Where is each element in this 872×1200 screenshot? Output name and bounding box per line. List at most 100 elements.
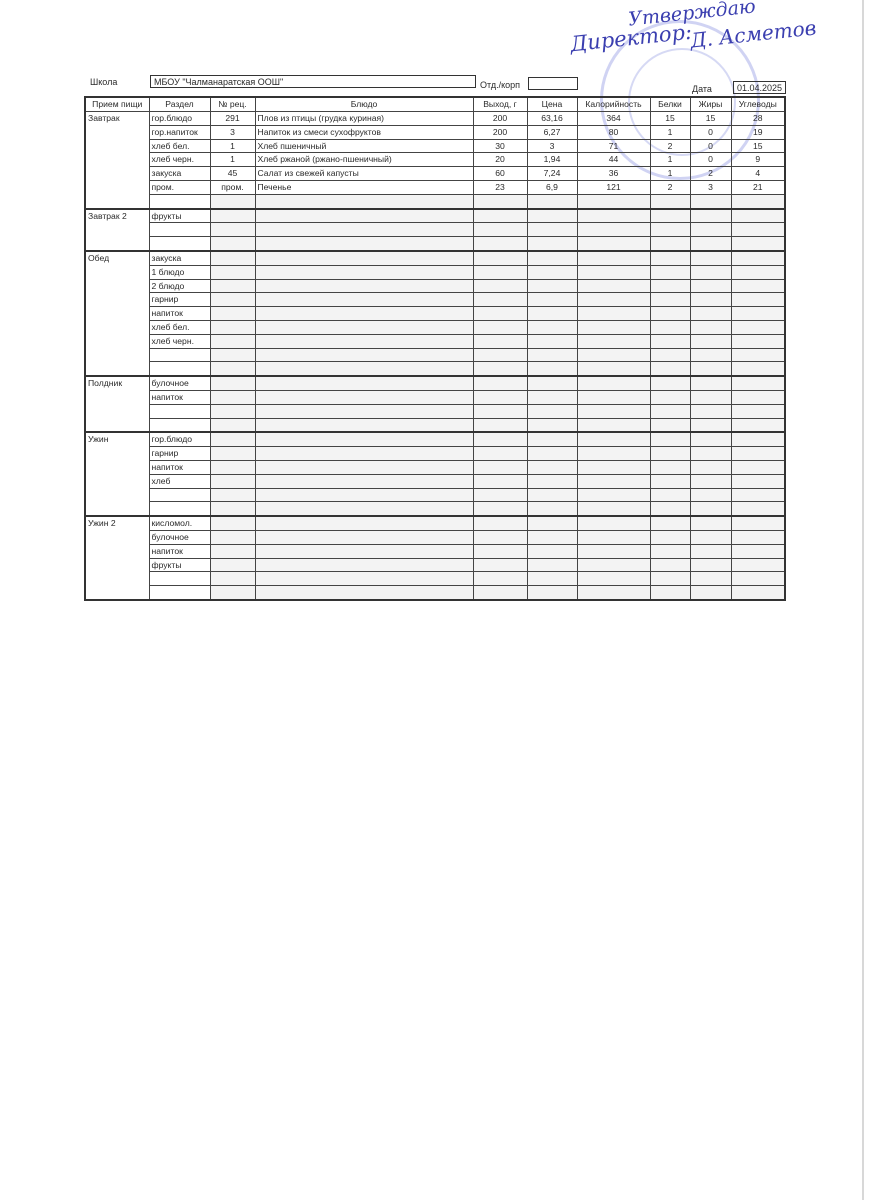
proteins-cell: 1 xyxy=(649,166,691,181)
price-cell xyxy=(526,515,578,531)
portion-cell xyxy=(472,571,528,587)
proteins-cell xyxy=(649,543,691,559)
table-row: хлеб черн. 1 Хлеб ржаной (ржано-пшеничный)… xyxy=(85,152,786,168)
carbs-cell xyxy=(730,306,786,321)
carbs-cell xyxy=(730,333,786,349)
table-row: гор.напиток 3 Напиток из смеси сухофруктов… xyxy=(85,124,786,140)
column-header: Блюдо xyxy=(254,96,474,112)
proteins-cell xyxy=(649,389,691,405)
recipe-no-cell: 3 xyxy=(209,124,256,140)
fats-cell xyxy=(689,571,732,587)
table-row: хлеб бел. 1 Хлеб пшеничный 30 3 71 2 0 15 xyxy=(85,138,786,154)
portion-cell xyxy=(472,306,528,321)
fats-cell xyxy=(689,446,732,461)
dish-cell xyxy=(254,375,474,391)
section-cell: булочное xyxy=(148,375,211,391)
dish-cell: Напиток из смеси сухофруктов xyxy=(254,124,474,140)
calories-cell: 80 xyxy=(576,124,651,140)
dish-cell xyxy=(254,515,474,531)
price-cell: 7,24 xyxy=(526,166,578,181)
dish-cell xyxy=(254,292,474,308)
table-row: напиток xyxy=(85,459,786,475)
recipe-no-cell xyxy=(209,319,256,335)
fats-cell xyxy=(689,417,732,434)
table-row xyxy=(85,571,786,587)
portion-cell xyxy=(472,557,528,573)
portion-cell xyxy=(472,278,528,294)
fats-cell xyxy=(689,208,732,224)
recipe-no-cell xyxy=(209,375,256,391)
proteins-cell xyxy=(649,208,691,224)
column-header: Прием пищи xyxy=(84,96,150,112)
price-cell xyxy=(526,208,578,224)
recipe-no-cell xyxy=(209,473,256,489)
recipe-no-cell: 291 xyxy=(209,111,256,126)
dish-cell: Салат из свежей капусты xyxy=(254,166,474,181)
table-row xyxy=(85,585,786,601)
portion-cell xyxy=(472,347,528,363)
carbs-cell xyxy=(730,501,786,518)
recipe-no-cell xyxy=(209,501,256,518)
calories-cell xyxy=(576,306,651,321)
table-row xyxy=(85,501,786,518)
carbs-cell xyxy=(730,459,786,475)
recipe-no-cell xyxy=(209,236,256,252)
section-cell: пром. xyxy=(148,179,211,195)
meal-name: Полдник xyxy=(84,375,150,434)
dish-cell xyxy=(254,417,474,434)
date-label: Дата xyxy=(692,84,712,94)
section-cell: кисломол. xyxy=(148,515,211,531)
portion-cell xyxy=(472,487,528,503)
price-cell xyxy=(526,417,578,434)
portion-cell xyxy=(472,292,528,308)
section-cell: фрукты xyxy=(148,208,211,224)
column-header: № рец. xyxy=(209,96,256,112)
fats-cell xyxy=(689,292,732,308)
calories-cell xyxy=(576,459,651,475)
section-cell xyxy=(148,417,211,434)
portion-cell xyxy=(472,403,528,419)
proteins-cell xyxy=(649,193,691,210)
recipe-no-cell xyxy=(209,543,256,559)
dish-cell xyxy=(254,236,474,252)
proteins-cell: 1 xyxy=(649,152,691,168)
dish-cell xyxy=(254,361,474,378)
fats-cell xyxy=(689,487,732,503)
price-cell xyxy=(526,222,578,238)
price-cell xyxy=(526,278,578,294)
price-cell xyxy=(526,431,578,448)
table-row: пром. пром. Печенье 23 6,9 121 2 3 21 xyxy=(85,179,786,195)
recipe-no-cell: 1 xyxy=(209,138,256,154)
portion-cell xyxy=(472,236,528,252)
dish-cell: Хлеб пшеничный xyxy=(254,138,474,154)
meal-name: Ужин xyxy=(84,431,150,518)
price-cell xyxy=(526,375,578,391)
calories-cell xyxy=(576,222,651,238)
dish-cell xyxy=(254,389,474,405)
fats-cell: 15 xyxy=(689,111,732,126)
proteins-cell xyxy=(649,347,691,363)
recipe-no-cell xyxy=(209,431,256,448)
dish-cell xyxy=(254,529,474,545)
carbs-cell: 21 xyxy=(730,179,786,195)
portion-cell xyxy=(472,543,528,559)
carbs-cell xyxy=(730,347,786,363)
fats-cell xyxy=(689,403,732,419)
recipe-no-cell xyxy=(209,446,256,461)
fats-cell xyxy=(689,278,732,294)
section-cell: 1 блюдо xyxy=(148,264,211,280)
dish-cell xyxy=(254,431,474,448)
calories-cell xyxy=(576,236,651,252)
proteins-cell xyxy=(649,264,691,280)
recipe-no-cell xyxy=(209,193,256,210)
meal-name: Завтрак xyxy=(84,110,150,210)
portion-cell xyxy=(472,375,528,391)
calories-cell: 44 xyxy=(576,152,651,168)
calories-cell xyxy=(576,585,651,601)
portion-cell: 60 xyxy=(472,166,528,181)
section-cell: закуска xyxy=(148,166,211,181)
proteins-cell xyxy=(649,431,691,448)
proteins-cell xyxy=(649,446,691,461)
recipe-no-cell xyxy=(209,208,256,224)
recipe-no-cell xyxy=(209,487,256,503)
